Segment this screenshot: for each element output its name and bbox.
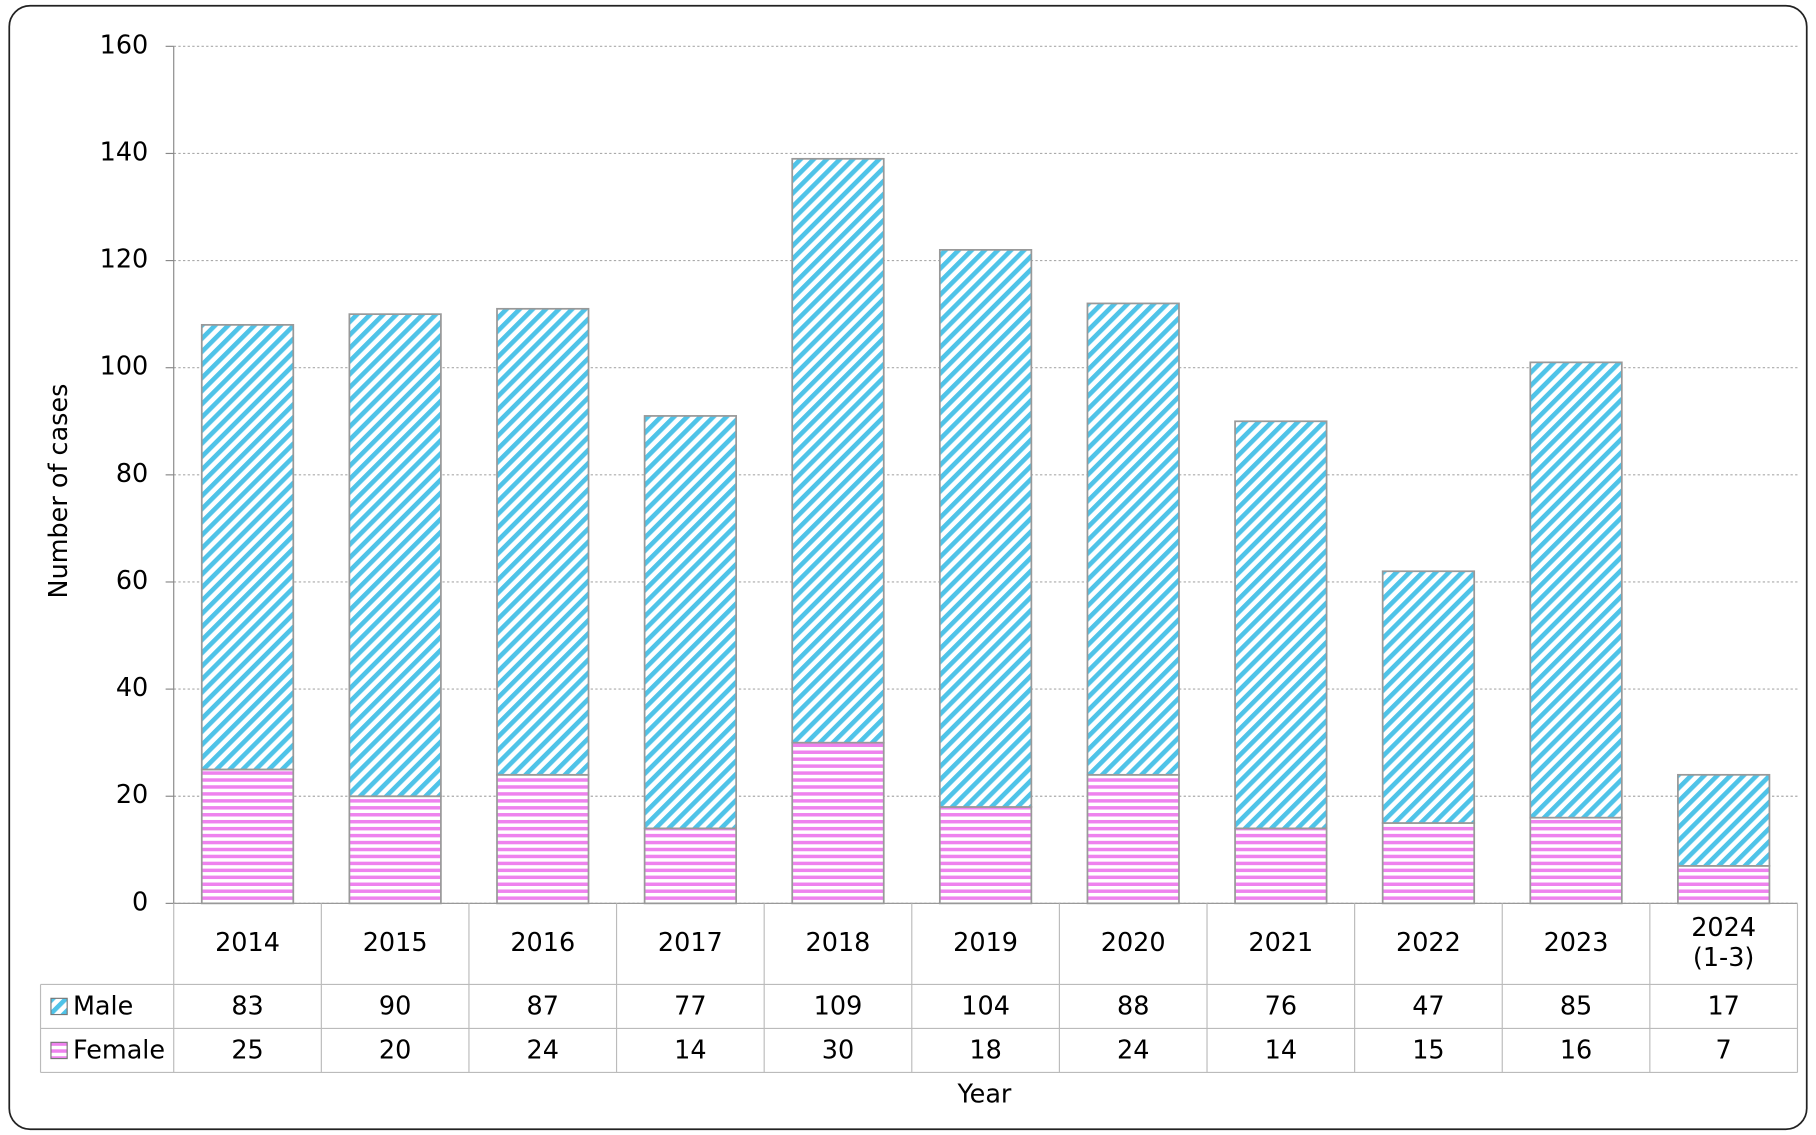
bar bbox=[938, 249, 1033, 808]
x-tick-label: 2023 bbox=[1543, 928, 1609, 958]
bar bbox=[348, 795, 442, 905]
x-tick-label: 2021 bbox=[1248, 928, 1314, 958]
bar bbox=[938, 806, 1033, 905]
y-tick-label: 20 bbox=[116, 780, 148, 810]
table-value: 20 bbox=[379, 1036, 411, 1066]
y-tick-label: 100 bbox=[100, 352, 149, 382]
bar bbox=[1234, 420, 1328, 830]
bar bbox=[1677, 865, 1771, 905]
x-tick-label: 2019 bbox=[953, 928, 1019, 958]
table-value: 90 bbox=[379, 992, 411, 1022]
table-value: 83 bbox=[231, 992, 263, 1022]
table-value: 85 bbox=[1560, 992, 1592, 1022]
table-value: 17 bbox=[1707, 992, 1739, 1022]
bar bbox=[200, 323, 295, 771]
table-value: 77 bbox=[674, 992, 706, 1022]
legend-label: Female bbox=[73, 1036, 165, 1066]
table-value: 24 bbox=[1117, 1036, 1149, 1066]
table-value: 109 bbox=[814, 992, 863, 1022]
y-tick-label: 60 bbox=[116, 566, 148, 596]
table-value: 14 bbox=[674, 1036, 706, 1066]
x-tick-label: 2022 bbox=[1395, 928, 1461, 958]
y-tick-label: 0 bbox=[132, 887, 148, 917]
table-value: 88 bbox=[1117, 992, 1149, 1022]
bar bbox=[643, 827, 737, 905]
x-tick-label: 2017 bbox=[657, 928, 723, 958]
legend-label: Male bbox=[73, 992, 133, 1022]
y-tick-label: 160 bbox=[100, 30, 149, 60]
bar bbox=[1086, 302, 1180, 776]
bar bbox=[1677, 773, 1771, 867]
bar bbox=[791, 741, 885, 905]
legend-key bbox=[50, 1041, 68, 1060]
bar bbox=[200, 768, 295, 905]
table-value: 87 bbox=[527, 992, 559, 1022]
table-value: 7 bbox=[1716, 1036, 1732, 1066]
bar bbox=[1234, 827, 1328, 905]
legend-key bbox=[50, 997, 68, 1016]
y-tick-label: 120 bbox=[100, 245, 149, 275]
bar bbox=[348, 313, 442, 798]
bar bbox=[1529, 816, 1623, 905]
x-tick-label: 2016 bbox=[510, 928, 576, 958]
table-value: 24 bbox=[527, 1036, 559, 1066]
bar bbox=[496, 773, 590, 905]
table-value: 16 bbox=[1560, 1036, 1592, 1066]
x-tick-label: 2018 bbox=[805, 928, 871, 958]
bar bbox=[791, 157, 885, 744]
x-tick-label: 2024 (1-3) bbox=[1691, 913, 1757, 973]
frame bbox=[8, 4, 1808, 1131]
bar bbox=[496, 307, 590, 776]
table-value: 25 bbox=[231, 1036, 263, 1066]
table-value: 76 bbox=[1265, 992, 1297, 1022]
x-axis-label: Year bbox=[956, 1080, 1011, 1110]
table-value: 14 bbox=[1265, 1036, 1297, 1066]
y-tick-label: 40 bbox=[116, 673, 148, 703]
table-value: 18 bbox=[969, 1036, 1001, 1066]
bar bbox=[1381, 570, 1476, 824]
x-tick-label: 2014 bbox=[215, 928, 280, 958]
bar bbox=[643, 415, 737, 830]
table-value: 47 bbox=[1412, 992, 1444, 1022]
table-value: 30 bbox=[822, 1036, 854, 1066]
bar bbox=[1529, 361, 1623, 819]
y-axis-label: Number of cases bbox=[44, 384, 74, 599]
table-value: 104 bbox=[961, 992, 1010, 1022]
y-tick-label: 80 bbox=[116, 459, 148, 489]
y-tick-label: 140 bbox=[100, 137, 149, 167]
table-value: 15 bbox=[1412, 1036, 1444, 1066]
bar bbox=[1086, 773, 1180, 905]
x-tick-label: 2015 bbox=[362, 928, 428, 958]
bar bbox=[1381, 822, 1476, 905]
x-tick-label: 2020 bbox=[1100, 928, 1166, 958]
